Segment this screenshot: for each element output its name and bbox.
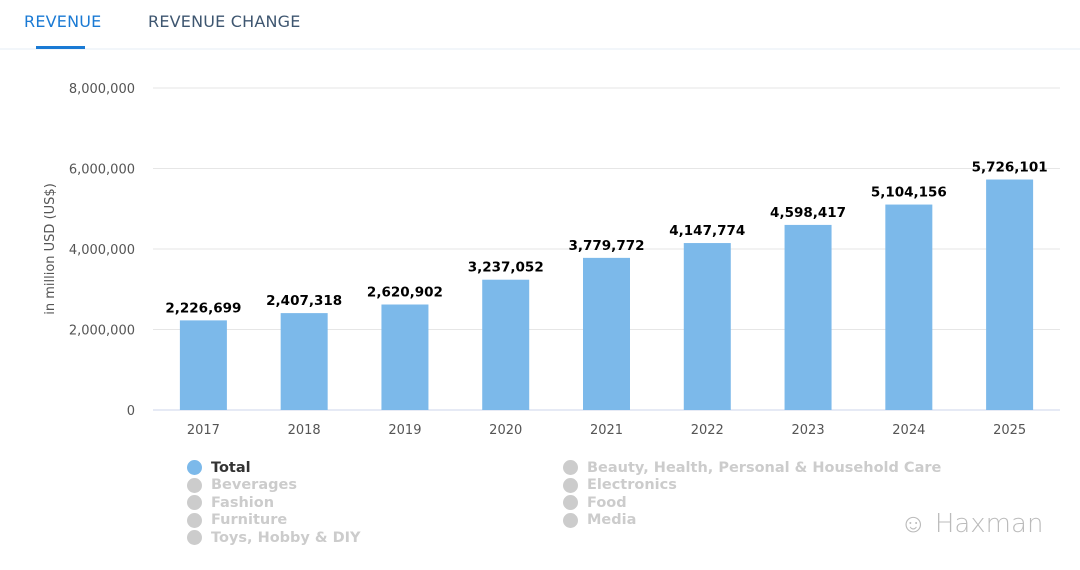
bar-2024 xyxy=(885,204,933,410)
x-tick-label: 2025 xyxy=(993,423,1026,438)
x-tick-label: 2019 xyxy=(388,423,421,438)
legend-item-electronics[interactable]: Electronics xyxy=(563,477,941,495)
legend-dot-icon xyxy=(187,460,202,476)
x-tick-label: 2022 xyxy=(691,423,724,438)
x-tick-label: 2020 xyxy=(489,423,522,438)
y-tick-label: 2,000,000 xyxy=(69,324,135,339)
legend-label: Fashion xyxy=(211,494,275,511)
y-tick-label: 8,000,000 xyxy=(69,82,135,97)
tab-revenue[interactable]: REVENUE xyxy=(24,12,102,31)
tab-revenue-change[interactable]: REVENUE CHANGE xyxy=(148,12,301,31)
bar-2023 xyxy=(784,224,832,410)
bar-2021 xyxy=(583,257,630,410)
legend-dot-icon xyxy=(563,460,578,476)
y-axis-label: in million USD (US$) xyxy=(43,183,58,315)
legend-item-beauty-health-personal-household-care[interactable]: Beauty, Health, Personal & Household Car… xyxy=(563,459,941,477)
legend-dot-icon xyxy=(563,512,578,528)
y-tick-label: 4,000,000 xyxy=(69,243,135,258)
data-label: 4,598,417 xyxy=(770,205,846,221)
data-label: 3,237,052 xyxy=(468,260,544,276)
data-label: 2,407,318 xyxy=(266,293,342,309)
x-tick-label: 2017 xyxy=(187,423,220,438)
y-tick-label: 6,000,000 xyxy=(69,163,135,178)
x-tick-label: 2023 xyxy=(792,423,825,438)
bar-2022 xyxy=(683,243,731,410)
legend-item-total[interactable]: Total xyxy=(187,459,361,477)
legend-label: Food xyxy=(587,494,627,511)
tab-bar: REVENUE REVENUE CHANGE xyxy=(0,0,1080,50)
data-label: 3,779,772 xyxy=(568,238,644,254)
x-tick-label: 2021 xyxy=(590,423,623,438)
x-tick-label: 2024 xyxy=(892,423,925,438)
legend-dot-icon xyxy=(563,477,578,493)
legend-item-food[interactable]: Food xyxy=(563,494,941,512)
legend-item-beverages[interactable]: Beverages xyxy=(187,477,361,495)
legend-dot-icon xyxy=(187,512,202,528)
legend-label: Media xyxy=(587,512,637,529)
legend-dot-icon xyxy=(187,530,202,546)
legend-label: Beauty, Health, Personal & Household Car… xyxy=(587,459,942,476)
legend-column-1: Total Beverages Fashion Furniture Toys, Hobb… xyxy=(187,459,361,547)
data-label: 4,147,774 xyxy=(669,223,745,239)
legend-dot-icon xyxy=(187,495,202,511)
legend-label: Electronics xyxy=(587,477,677,494)
legend-label: Toys, Hobby & DIY xyxy=(211,529,361,546)
legend-label: Furniture xyxy=(211,512,288,529)
x-tick-label: 2018 xyxy=(288,423,321,438)
bar-2020 xyxy=(482,279,530,410)
legend-dot-icon xyxy=(563,495,578,511)
data-label: 5,104,156 xyxy=(871,185,947,201)
wechat-icon: ☺ xyxy=(900,509,935,539)
watermark: ☺ Haxman xyxy=(900,509,1044,539)
bar-2018 xyxy=(280,313,328,410)
legend-item-furniture[interactable]: Furniture xyxy=(187,512,361,530)
active-tab-indicator xyxy=(36,46,85,49)
legend-item-toys-hobby-diy[interactable]: Toys, Hobby & DIY xyxy=(187,529,361,547)
data-label: 5,726,101 xyxy=(972,160,1048,176)
legend-dot-icon xyxy=(187,477,202,493)
bar-2019 xyxy=(381,304,429,410)
legend-label: Total xyxy=(211,459,251,476)
legend-label: Beverages xyxy=(211,477,297,494)
data-label: 2,620,902 xyxy=(367,285,443,301)
data-label: 2,226,699 xyxy=(165,300,241,316)
legend-item-media[interactable]: Media xyxy=(563,512,941,530)
bar-2017 xyxy=(179,320,227,410)
legend-item-fashion[interactable]: Fashion xyxy=(187,494,361,512)
legend-column-2: Beauty, Health, Personal & Household Car… xyxy=(563,459,941,529)
bar-2025 xyxy=(986,179,1034,410)
y-tick-label: 0 xyxy=(127,404,135,419)
